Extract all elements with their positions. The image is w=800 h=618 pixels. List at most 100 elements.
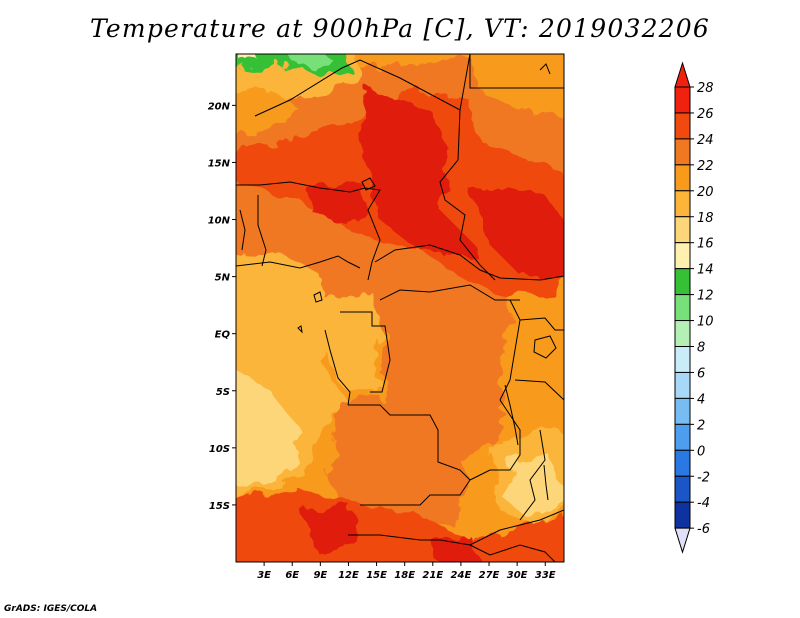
colorbar-over-arrow <box>674 61 691 88</box>
latitude-axis: 20N 15N 10N 5N EQ 5S 10S 15S <box>208 101 236 512</box>
lat-tick-label: 20N <box>208 101 231 112</box>
field-28-sudan <box>470 190 564 280</box>
border-zimbabwe <box>469 544 556 562</box>
colorbar-swatch <box>674 346 691 373</box>
border-south <box>439 509 564 546</box>
border-nigeria-east <box>364 187 381 281</box>
border-benin-togo <box>257 195 267 267</box>
colorbar-swatch <box>674 164 691 192</box>
colorbar-swatch <box>674 138 691 166</box>
colorbar-swatch <box>674 268 691 296</box>
border-zambia-east <box>469 399 521 481</box>
colorbar-label: 0 <box>697 444 705 459</box>
colorbar-swatch <box>674 501 691 529</box>
colorbar-label: 20 <box>697 185 714 200</box>
field-18-atlantic <box>236 369 300 490</box>
border-tanzania <box>514 379 564 401</box>
border-coast-gulf <box>236 255 361 269</box>
colorbar-swatch <box>674 294 691 322</box>
border-niger-nigeria <box>236 181 366 193</box>
border-libya-sudan <box>469 54 564 89</box>
field-28-south <box>300 505 360 555</box>
border-east-africa <box>499 299 521 401</box>
lat-tick-label: 10S <box>209 444 230 455</box>
colorbar-label: 22 <box>697 159 714 174</box>
lon-tick-label: 21E <box>422 570 443 581</box>
colorbar-label: 16 <box>697 237 714 252</box>
colorbar-swatch <box>674 475 691 503</box>
lake-tanganyika <box>504 384 519 446</box>
lon-tick-label: 18E <box>394 570 415 581</box>
colorbar-label: 14 <box>697 263 714 278</box>
colorbar-swatch <box>674 112 691 140</box>
lat-tick-label: EQ <box>215 330 231 341</box>
colorbar-swatch <box>674 216 691 244</box>
border-angola-zambia <box>360 479 471 506</box>
border-east-lakes <box>519 317 564 331</box>
lon-tick-label: 6E <box>285 570 299 581</box>
border-ghana <box>239 209 246 251</box>
colorbar-label: 26 <box>697 107 714 122</box>
colorbar-label: 12 <box>697 289 714 304</box>
colorbar-label: -2 <box>697 470 710 485</box>
colorbar-label: 4 <box>697 392 705 407</box>
colorbar-swatch <box>674 242 691 270</box>
colorbar-swatch <box>674 423 691 451</box>
field-20-gabon <box>320 290 380 390</box>
lon-tick-label: 33E <box>535 570 556 581</box>
country-borders <box>236 54 564 562</box>
colorbar-label: -6 <box>697 522 710 537</box>
border-malawi <box>519 429 546 521</box>
lat-tick-label: 15N <box>208 158 231 169</box>
field-16-sahara <box>240 54 260 64</box>
colorbar-label: -4 <box>697 496 710 511</box>
field-18-lakes <box>505 455 564 520</box>
colorbar-swatch <box>674 449 691 477</box>
lon-tick-label: 30E <box>507 570 528 581</box>
colorbar-swatch <box>674 371 691 399</box>
colorbar-swatch <box>674 320 691 347</box>
map-panel: 3E 6E 9E 12E 15E 18E 21E 24E 27E 30E 33E 20N 15N 10N… <box>208 53 565 581</box>
lake-chad <box>361 177 376 191</box>
lat-tick-label: 5N <box>215 273 231 284</box>
border-gabon <box>340 311 391 393</box>
border-angola-namibia <box>348 534 440 541</box>
colorbar-swatch <box>674 397 691 425</box>
colorbar-swatch <box>674 190 691 218</box>
field-24-angola <box>330 395 470 530</box>
field-28-cameroon <box>310 180 370 225</box>
colorbar-swatch <box>674 86 691 114</box>
field-22-northwest <box>236 90 300 132</box>
colorbar-label: 28 <box>697 81 714 96</box>
colorbar-label: 10 <box>697 315 714 330</box>
lat-tick-label: 10N <box>208 216 231 227</box>
field-12-sahara <box>290 54 335 70</box>
map-frame <box>235 53 565 563</box>
colorbar-label: 24 <box>697 133 714 148</box>
lon-tick-label: 3E <box>257 570 271 581</box>
colorbar-label: 6 <box>697 366 705 381</box>
colorbar-label: 8 <box>697 341 705 356</box>
lon-tick-label: 27E <box>479 570 500 581</box>
field-28-chad <box>360 90 480 260</box>
colorbar-label: 18 <box>697 211 714 226</box>
lat-tick-label: 5S <box>216 387 230 398</box>
lon-tick-label: 12E <box>338 570 359 581</box>
border-cameroon <box>374 244 564 281</box>
lon-tick-label: 24E <box>451 570 472 581</box>
longitude-axis: 3E 6E 9E 12E 15E 18E 21E 24E 27E 30E 33E <box>257 562 556 581</box>
temperature-field <box>236 54 564 562</box>
bioko-island <box>313 291 323 303</box>
nile-delta-mark <box>539 63 551 75</box>
border-car-congo <box>379 284 520 301</box>
field-28-botswana <box>430 535 478 562</box>
colorbar-under-arrow <box>674 527 691 554</box>
grads-credit: GrADS: IGES/COLA <box>4 604 98 614</box>
border-drc-angola <box>348 404 471 481</box>
lat-tick-label: 15S <box>209 501 230 512</box>
chart-title: Temperature at 900hPa [C], VT: 201903220… <box>90 14 710 43</box>
lon-tick-label: 9E <box>313 570 327 581</box>
colorbar-label: 2 <box>697 418 705 433</box>
